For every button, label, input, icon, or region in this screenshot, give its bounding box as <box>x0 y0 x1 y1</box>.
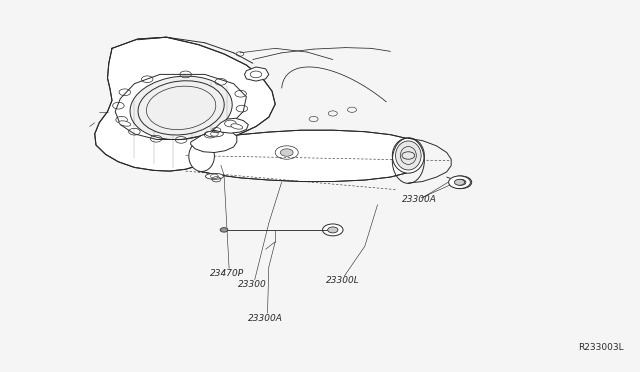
Polygon shape <box>198 130 406 182</box>
Ellipse shape <box>231 124 243 129</box>
Ellipse shape <box>119 121 131 126</box>
Circle shape <box>456 179 466 185</box>
Ellipse shape <box>205 173 223 179</box>
Polygon shape <box>244 67 269 81</box>
Text: R233003L: R233003L <box>579 343 624 352</box>
Polygon shape <box>213 118 248 133</box>
Ellipse shape <box>392 138 424 173</box>
Ellipse shape <box>396 141 421 170</box>
Ellipse shape <box>189 141 214 171</box>
Text: 23300A: 23300A <box>402 195 436 203</box>
Ellipse shape <box>130 76 232 140</box>
Text: 23300L: 23300L <box>326 276 359 285</box>
Polygon shape <box>95 37 275 171</box>
Circle shape <box>454 179 465 185</box>
Text: 23300A: 23300A <box>248 314 283 323</box>
Circle shape <box>450 176 472 189</box>
Text: 23300: 23300 <box>239 280 267 289</box>
Text: 23470P: 23470P <box>210 269 244 278</box>
Circle shape <box>220 228 228 232</box>
Circle shape <box>280 149 293 156</box>
Circle shape <box>323 224 343 236</box>
Circle shape <box>449 176 470 189</box>
Polygon shape <box>191 130 237 153</box>
Ellipse shape <box>205 131 223 137</box>
Circle shape <box>328 227 338 233</box>
Ellipse shape <box>138 81 224 135</box>
